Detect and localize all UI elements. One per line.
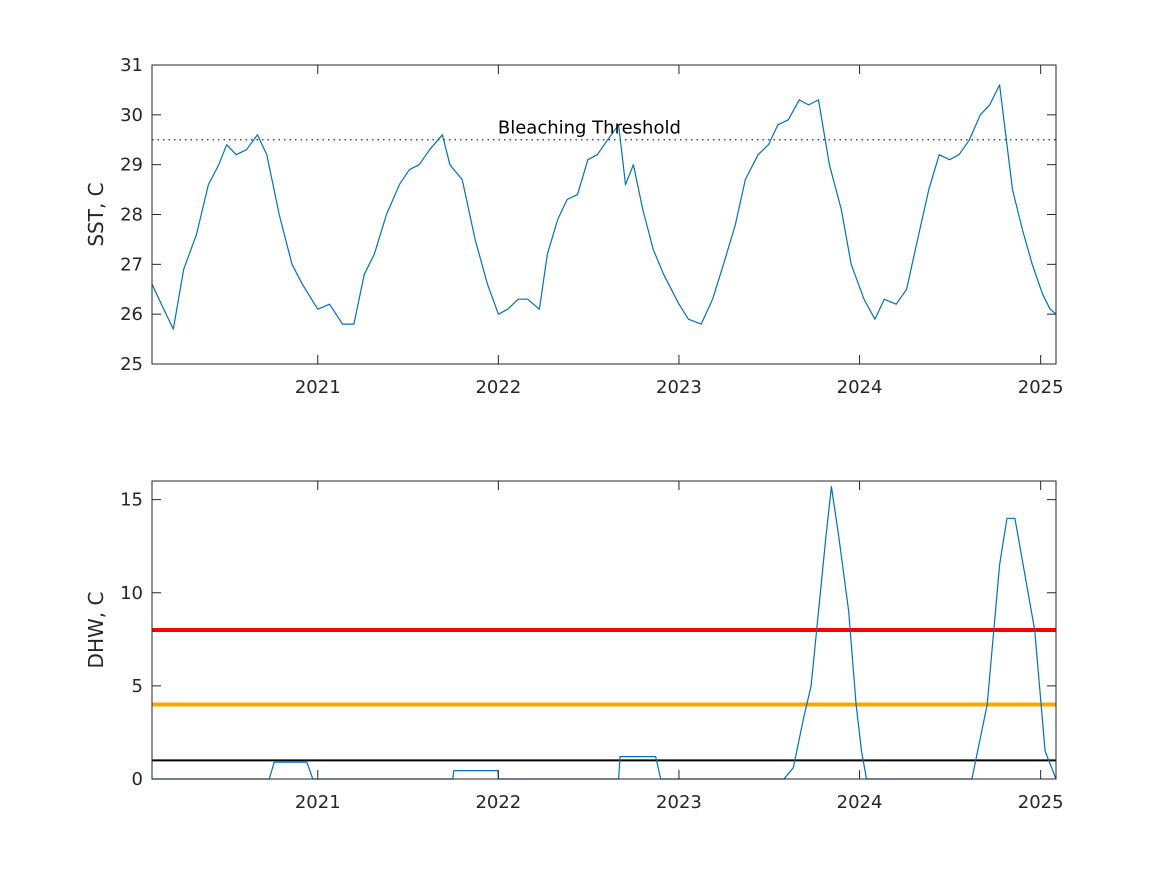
- sst-axes-frame: [151, 64, 1057, 365]
- sst-x-tick-label: 2025: [1018, 377, 1064, 398]
- sst-x-tick-label: 2024: [837, 377, 883, 398]
- dhw-y-tick-label: 0: [132, 769, 143, 790]
- sst-y-tick-label: 26: [120, 304, 143, 325]
- sst-annotations: Bleaching Threshold: [498, 117, 681, 138]
- sst-annotation-label: Bleaching Threshold: [498, 117, 681, 138]
- sst-series-line: [151, 84, 1057, 330]
- sst-y-tick-label: 25: [120, 354, 143, 375]
- dhw-y-tick-label: 10: [120, 583, 143, 604]
- sst-x-ticks: 2021 2022 2023 2024 2025: [295, 65, 1064, 398]
- sst-y-tick-label: 29: [120, 155, 143, 176]
- dhw-reference-lines: [152, 628, 1056, 762]
- dhw-y-tick-label: 5: [132, 676, 143, 697]
- dhw-series-group: [152, 486, 1057, 780]
- dhw-series-line: [152, 486, 1057, 780]
- dhw-x-tick-label: 2023: [656, 792, 702, 813]
- sst-y-tick-label: 30: [120, 105, 143, 126]
- sst-panel: 2021 2022 2023 2024 2025 25 26 27 28 29 30 31 Blea…: [84, 55, 1064, 398]
- dhw-x-tick-label: 2022: [475, 792, 521, 813]
- dhw-x-tick-label: 2021: [295, 792, 341, 813]
- sst-x-tick-label: 2021: [295, 377, 341, 398]
- dhw-x-tick-label: 2025: [1018, 792, 1064, 813]
- dhw-y-axis-label: DHW, C: [84, 592, 108, 669]
- sst-x-tick-label: 2022: [475, 377, 521, 398]
- dhw-x-ticks: 2021 2022 2023 2024 2025: [295, 481, 1064, 813]
- sst-x-tick-label: 2023: [656, 377, 702, 398]
- sst-y-tick-label: 28: [120, 205, 143, 226]
- dhw-panel: 2021 2022 2023 2024 2025 0 5 10 15 DHW, C: [84, 480, 1064, 813]
- sst-y-axis-label: SST, C: [84, 182, 108, 246]
- dhw-axes-frame: [151, 480, 1057, 780]
- sst-y-tick-label: 27: [120, 254, 143, 275]
- sst-series-group: [151, 84, 1057, 330]
- dhw-x-tick-label: 2024: [837, 792, 883, 813]
- dhw-y-tick-label: 15: [120, 490, 143, 511]
- dhw-y-ticks: 0 5 10 15: [120, 490, 1056, 790]
- sst-y-ticks: 25 26 27 28 29 30 31: [120, 55, 1056, 375]
- sst-y-tick-label: 31: [120, 55, 143, 76]
